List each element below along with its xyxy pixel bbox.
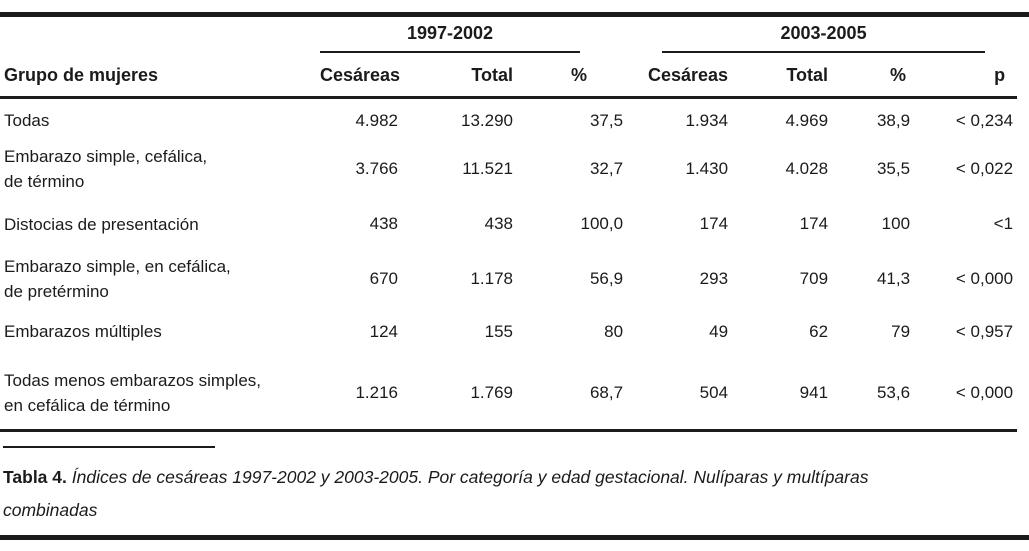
cell-pct-2: 100	[881, 214, 911, 233]
column-header-pct-2: %	[830, 53, 913, 99]
cell-p: <1	[993, 214, 1014, 233]
year-group-header-2003-2005: 2003-2005	[662, 23, 986, 53]
year-group-cell: 2003-2005	[625, 17, 1017, 53]
cell-pct-2: 41,3	[876, 269, 911, 288]
cell-total-1: 11.521	[462, 159, 513, 178]
column-header-cesareas-2: Cesáreas	[625, 53, 731, 99]
cell-pct-2: 35,5	[876, 159, 911, 178]
rule-top	[0, 12, 1029, 17]
cell-total-2: 4.028	[785, 159, 829, 178]
cell-cesareas-2: 293	[699, 269, 729, 288]
row-label: Todas menos embarazos simples, en cefáli…	[0, 357, 320, 432]
cell-pct-1: 68,7	[515, 357, 626, 432]
column-header-row: Grupo de mujeres Cesáreas Total % Cesáre…	[0, 53, 1018, 99]
cell-p: < 0,957	[955, 321, 1014, 341]
caption-text: Índices de cesáreas 1997-2002 y 2003-200…	[3, 467, 869, 520]
column-header-p: p	[912, 53, 1018, 99]
row-label: Todas	[4, 111, 50, 131]
cell-cesareas-1: 3.766	[355, 159, 398, 178]
cell-total-2: 941	[730, 357, 831, 432]
cell-pct-2: 53,6	[830, 357, 913, 432]
column-header-cesareas-1: Cesáreas	[320, 53, 400, 99]
year-group-cell: 1997-2002	[320, 17, 625, 53]
cell-pct-1: 100,0	[580, 214, 624, 233]
results-table: 1997-2002 2003-2005 Grupo de mujeres Ces…	[0, 17, 1018, 432]
cell-total-2: 174	[799, 214, 829, 233]
empty-cell	[0, 17, 320, 53]
cell-total-2: 62	[809, 321, 829, 341]
column-header-pct-1: %	[515, 53, 626, 99]
cell-total-1: 155	[484, 321, 513, 341]
column-header-total-2: Total	[730, 53, 831, 99]
cell-pct-1: 32,7	[589, 159, 624, 178]
caption-separator-rule	[3, 446, 215, 448]
column-header-grupo: Grupo de mujeres	[0, 53, 320, 99]
column-header-total-1: Total	[400, 53, 515, 99]
cell-cesareas-2: 174	[699, 214, 729, 233]
row-label: Embarazo simple, en cefálica, de pretérm…	[4, 257, 231, 301]
cell-total-1: 13.290	[461, 110, 513, 130]
cell-cesareas-1: 4.982	[355, 110, 398, 130]
cell-p: < 0,234	[955, 110, 1014, 130]
table-row: Embarazo simple, cefálica, de término 3.…	[0, 143, 1017, 196]
table-row: Embarazo simple, en cefálica, de pretérm…	[0, 253, 1017, 306]
cell-total-1: 1.178	[470, 269, 513, 288]
caption-label: Tabla 4.	[3, 467, 67, 487]
table-row: Distocias de presentación 438 438 100,0 …	[0, 196, 1017, 253]
year-group-header-1997-2002: 1997-2002	[320, 23, 581, 53]
table-row: Todas menos embarazos simples, en cefáli…	[0, 357, 1018, 432]
row-label: Embarazo simple, cefálica, de término	[4, 147, 208, 191]
cell-pct-2: 38,9	[876, 110, 911, 130]
cell-pct-1: 80	[604, 321, 624, 341]
rule-bottom	[0, 535, 1029, 540]
cell-p: < 0,000	[912, 357, 1018, 432]
cell-cesareas-1: 1.216	[320, 357, 400, 432]
cell-cesareas-2: 1.934	[685, 110, 729, 130]
year-header-row: 1997-2002 2003-2005	[0, 17, 1017, 53]
cell-pct-1: 37,5	[589, 110, 624, 130]
cell-total-1: 1.769	[400, 357, 515, 432]
cell-cesareas-2: 1.430	[685, 159, 729, 178]
table-caption: Tabla 4. Índices de cesáreas 1997-2002 y…	[3, 461, 1003, 527]
cell-p: < 0,000	[955, 269, 1014, 288]
cell-total-1: 438	[484, 214, 513, 233]
table-row: Todas 4.982 13.290 37,5 1.934 4.969 38,9…	[0, 98, 1017, 143]
cell-cesareas-2: 49	[709, 321, 729, 341]
cell-total-2: 709	[799, 269, 829, 288]
cell-total-2: 4.969	[785, 110, 829, 130]
cell-cesareas-1: 124	[369, 321, 398, 341]
row-label: Embarazos múltiples	[4, 322, 162, 341]
table-row: Embarazos múltiples 124 155 80 49 62 79 …	[0, 306, 1017, 358]
row-label: Distocias de presentación	[4, 214, 199, 234]
cell-pct-1: 56,9	[589, 269, 624, 288]
cell-pct-2: 79	[891, 321, 911, 341]
cell-cesareas-1: 438	[369, 214, 398, 233]
cell-p: < 0,022	[955, 159, 1014, 178]
cell-cesareas-1: 670	[369, 269, 398, 288]
cell-cesareas-2: 504	[625, 357, 731, 432]
